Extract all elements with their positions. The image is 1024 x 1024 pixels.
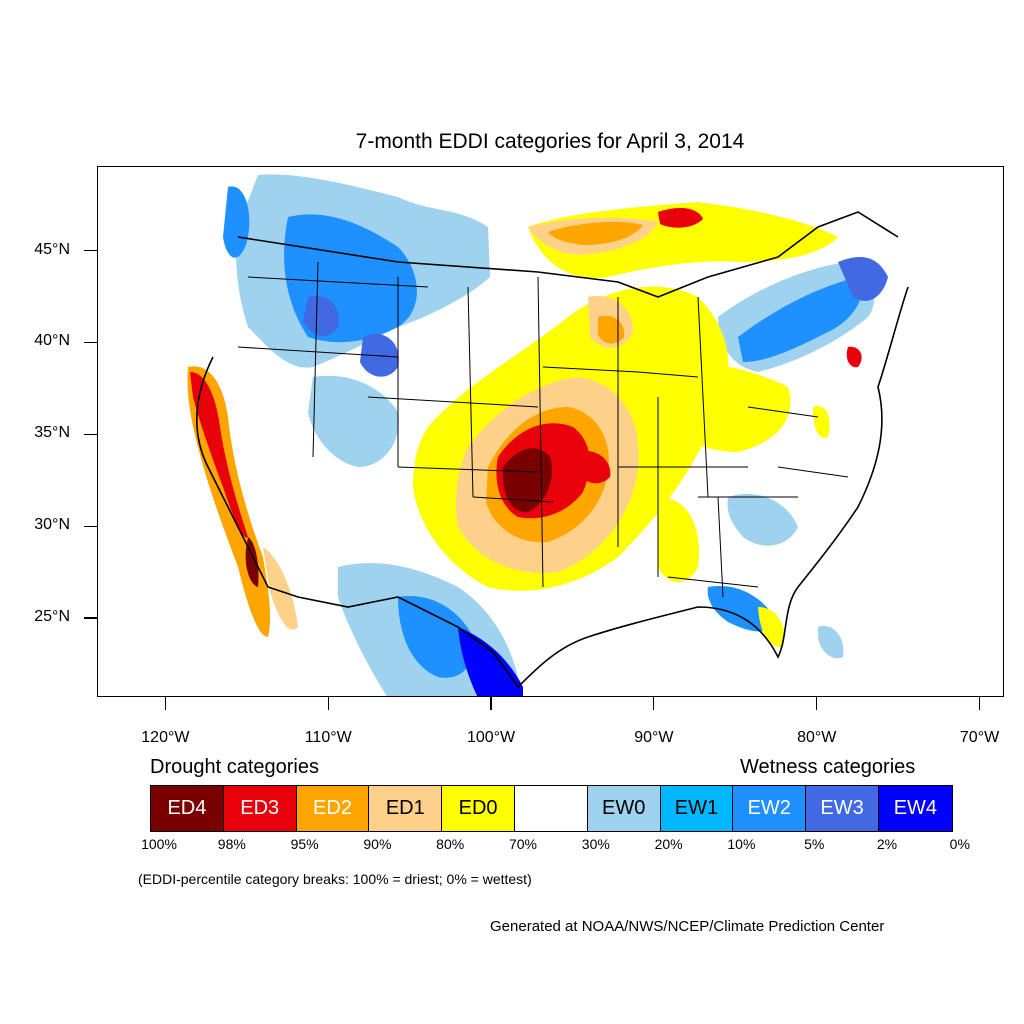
state-boundaries: [196, 211, 909, 688]
lat-tick-mark: [84, 341, 97, 343]
legend-box-ew3: EW3: [806, 786, 879, 831]
lon-tick-mark: [653, 697, 655, 710]
lon-tick-label: 110°W: [304, 729, 352, 746]
lon-tick-label: 70°W: [959, 729, 1000, 746]
lat-tick-label: 30°N: [34, 516, 70, 534]
lon-tick-mark: [327, 697, 329, 710]
legend-box-ed2: ED2: [296, 786, 370, 831]
wetness-categories-heading: Wetness categories: [740, 756, 916, 778]
lon-tick-mark: [164, 697, 166, 710]
lat-tick-mark: [84, 525, 97, 527]
lat-tick-label: 25°N: [34, 607, 70, 625]
legend-box-ed0: ED0: [442, 786, 515, 831]
legend-box-ew1: EW1: [660, 786, 734, 831]
break-label: 5%: [804, 836, 825, 852]
legend-box-neutral: [514, 786, 588, 831]
break-label: 95%: [290, 836, 319, 852]
break-label: 100%: [141, 836, 177, 852]
break-label: 0%: [949, 836, 970, 852]
break-label: 10%: [727, 836, 756, 852]
wetness-regions: [223, 174, 888, 696]
break-label: 90%: [363, 836, 392, 852]
lon-tick-mark: [978, 697, 981, 710]
lat-tick-label: 40°N: [34, 332, 70, 350]
legend-box-ew4: EW4: [878, 786, 952, 831]
category-break-note: (EDDI-percentile category breaks: 100% =…: [138, 871, 532, 887]
lon-tick-label: 100°W: [466, 729, 516, 746]
break-label: 20%: [654, 836, 683, 852]
lat-tick-mark: [84, 433, 97, 435]
break-label: 80%: [436, 836, 465, 852]
lat-tick-label: 35°N: [34, 424, 70, 442]
map-title: 7-month EDDI categories for April 3, 201…: [355, 130, 745, 153]
break-label: 30%: [581, 836, 610, 852]
break-label: 2%: [876, 836, 898, 852]
break-label: 70%: [508, 836, 538, 852]
lon-tick-mark: [816, 697, 818, 710]
legend-box-ew2: EW2: [733, 786, 807, 831]
legend-box-ed1: ED1: [369, 786, 443, 831]
drought-categories-heading: Drought categories: [150, 756, 319, 778]
lat-tick-label: 45°N: [34, 240, 70, 258]
legend-box-ed4: ED4: [151, 786, 224, 831]
lon-tick-mark: [490, 697, 492, 710]
lat-tick-mark: [84, 617, 97, 619]
lon-tick-label: 120°W: [141, 729, 190, 746]
credit-line: Generated at NOAA/NWS/NCEP/Climate Predi…: [490, 918, 885, 935]
break-label: 98%: [217, 836, 246, 852]
lon-tick-label: 80°W: [797, 729, 837, 746]
drought-regions: [187, 202, 862, 648]
category-legend: ED4 ED3 ED2 ED1 ED0 EW0 EW1 EW2 EW3 EW4: [150, 785, 953, 832]
map-plot-area: [97, 166, 1004, 697]
legend-box-ew0: EW0: [587, 786, 661, 831]
eddi-map: [187, 174, 909, 696]
lat-tick-mark: [84, 249, 97, 252]
legend-box-ed3: ED3: [223, 786, 297, 831]
lon-tick-label: 90°W: [634, 729, 674, 746]
